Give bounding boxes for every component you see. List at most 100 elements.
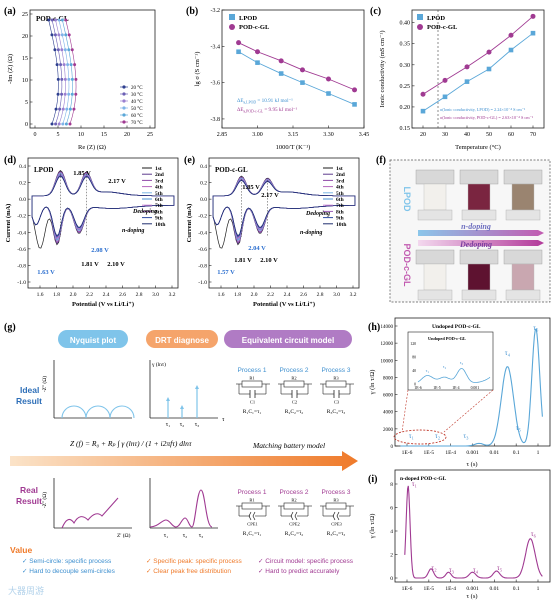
c-ytick-label-3: 0.30 (400, 63, 411, 69)
panel-g: (g) Nyquist plot DRT diagnose Equivalent… (4, 322, 358, 596)
nyquist-point-0-8 (55, 63, 59, 67)
panel-h: (h) Undoped POD-c-GL 1E-6 1E-5 1E-4 0.001 0.… (368, 317, 551, 468)
d-legend-label-3: 4th (155, 185, 163, 191)
nyquist-point-4-10 (67, 48, 71, 52)
peak-label-e-3: 2.04 V (248, 245, 266, 252)
b-ytick-label-3: -3.8 (211, 117, 221, 123)
nyquist-point-2-4 (63, 92, 67, 96)
g-circuit-real-resistor-label-1: R2 (291, 498, 296, 503)
h-inset-ytick-3: 120 (410, 342, 416, 346)
plot-frame-c (411, 9, 545, 129)
c-xtick-label-3: 50 (486, 132, 492, 138)
e-legend-label-3: 4th (336, 185, 344, 191)
real-label: Real (20, 485, 38, 495)
h-xtick-label-4: 0.01 (490, 450, 500, 456)
b-ytick-label-1: -3.4 (211, 44, 221, 50)
watermark: 大器周游 (8, 585, 44, 596)
d-xtick-label-0: 1.6 (37, 292, 44, 298)
d-legend-label-7: 8th (155, 209, 163, 215)
legend-label-a-5: 70 °C (131, 121, 143, 126)
c-series-line-0 (422, 32, 534, 112)
b-xtick-label-0: 2.85 (217, 132, 228, 138)
c-point-0-1 (442, 94, 448, 100)
axis-gamma-ideal: γ (lnτ) (151, 361, 166, 368)
d-legend-label-4: 5th (155, 191, 163, 197)
tau-2-ideal: τ₂ (180, 422, 185, 428)
i-xtick-label-2: 1E-4 (445, 586, 456, 592)
nyquist-point-1-6 (60, 77, 64, 81)
i-peak-label-1: τ₂ (431, 564, 437, 572)
g-circuit-real-cpe-label-1: CPE2 (289, 522, 300, 527)
cell-cap-1-1 (459, 249, 499, 265)
h-ytick-label-0: 0 (391, 445, 394, 450)
nyquist-point-5-12 (67, 33, 71, 37)
nyquist-point-2-10 (60, 48, 64, 52)
inset-title-h: Undoped POD-c-GL (428, 336, 466, 341)
e-xtick-label-2: 2.0 (251, 292, 258, 298)
matching-arrow (10, 451, 358, 471)
i-peak-label-3: τ₄ (473, 566, 479, 574)
nyquist-point-4-6 (70, 77, 74, 81)
legend-marker-a-0 (122, 85, 126, 89)
legend-marker-a-3 (122, 106, 126, 110)
e-ytick-label-2: 0.0 (200, 197, 207, 203)
d-xtick-label-6: 2.8 (136, 292, 143, 298)
i-peak-label-2: τ₃ (449, 566, 455, 574)
panel-label-b: (b) (186, 6, 198, 17)
real-label-2: Result (16, 496, 42, 506)
cv-curves-e (212, 175, 356, 249)
c-point-1-1 (442, 77, 448, 83)
e-xtick-label-4: 2.4 (284, 292, 291, 298)
g-circuit-ideal-cap-label-0: C1 (250, 400, 255, 405)
cell-vial-1-2 (511, 263, 535, 291)
nyquist-point-5-2 (72, 107, 76, 111)
h-xtick-label-6: 1 (537, 450, 540, 456)
ylabel-d: Current (mA) (5, 204, 12, 243)
e-legend-label-2: 3rd (336, 178, 344, 184)
i-ytick-label-0: 0 (390, 576, 393, 582)
c-point-1-5 (530, 13, 536, 19)
real-drt: τ₁ τ₂ τ₃ (149, 478, 218, 539)
i-xtick-label-3: 0.001 (466, 586, 479, 592)
panel-label-g: (g) (4, 322, 16, 333)
g-circuit-real-resistor-label-2: R3 (333, 498, 339, 503)
cell-cap-1-2 (503, 249, 543, 265)
value-col3-item-1: ✓ Circuit model: specific process (258, 558, 354, 565)
g-circuit-real-process-2: Process 3 (322, 489, 351, 496)
ylabel-h: γ (ln τ/Ω) (369, 370, 376, 396)
h-inset-xtick-3: 0.001 (471, 386, 480, 390)
e-xtick-label-8: 3.2 (350, 292, 357, 298)
g-circuit-ideal-resistor-label-1: R2 (291, 376, 296, 381)
g-circuit-ideal-cap-label-1: C2 (292, 400, 297, 405)
d-ytick-label-6: -0.8 (17, 263, 26, 269)
cell-vial-0-2 (511, 183, 535, 211)
c-xtick-label-4: 60 (508, 132, 514, 138)
d-xtick-label-1: 1.8 (53, 292, 60, 298)
g-circuit-ideal-rc-0: R₁C₁=τ₁ (243, 409, 261, 415)
ideal-circuit: Process 1 R1 C1 R₁C₁=τ₁ Process 2 R2 C2 R₂C₂=τ₂… (236, 367, 354, 415)
c-point-1-2 (464, 64, 470, 70)
g-circuit-real-cpe-1 (290, 511, 298, 521)
i-xtick-label-4: 0.01 (490, 586, 500, 592)
axis-zr-real: Z' (Ω) (117, 532, 131, 539)
e-xtick-label-1: 1.8 (234, 292, 241, 298)
real-nyquist: -Z'' (Ω) Z' (Ω) (41, 478, 132, 539)
c-point-1-3 (486, 49, 492, 55)
peak-label-e-1: 1.85 V (242, 184, 260, 191)
h-ytick-label-7: 14000 (381, 325, 394, 330)
h-ytick-label-2: 4000 (383, 411, 394, 416)
c-point-0-4 (508, 47, 514, 53)
d-xtick-label-3: 2.2 (86, 292, 93, 298)
h-ytick-label-1: 2000 (383, 428, 394, 433)
b-ytick-label-2: -3.6 (211, 81, 221, 87)
e-legend-label-8: 9th (336, 216, 344, 222)
ticks-e: 1.6 1.8 2.0 2.2 2.4 2.6 2.8 3.0 3.2 0.4 0.2 0.0 -0.2… (198, 164, 356, 298)
header-drt-label: DRT diagnose (155, 336, 209, 345)
e-legend-label-1: 2nd (336, 172, 345, 178)
nyquist-point-0-10 (53, 48, 57, 52)
i-ytick-label-3: 6 (390, 506, 393, 512)
nyquist-point-3-10 (63, 48, 67, 52)
peak-label-d-6: 1.63 V (37, 269, 55, 276)
nyquist-point-5-6 (74, 77, 78, 81)
